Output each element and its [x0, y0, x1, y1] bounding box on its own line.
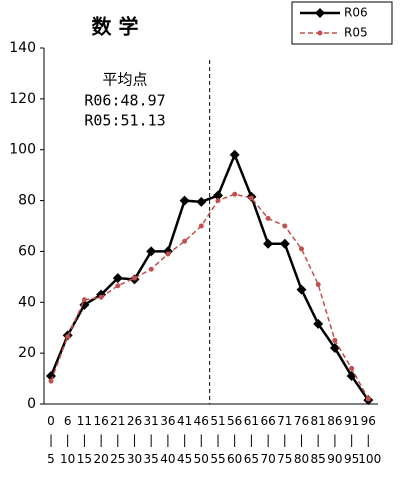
point [98, 294, 104, 300]
point [265, 215, 271, 221]
legend-label: R06 [344, 6, 368, 20]
point [299, 246, 304, 252]
y-tick-label: 20 [18, 345, 36, 361]
y-tick-label: 40 [18, 294, 36, 310]
x-tick-label: 6 | 10 [60, 414, 76, 466]
point [315, 281, 321, 287]
x-tick-label: 21 | 25 [110, 414, 126, 466]
point [248, 195, 254, 201]
legend-box [291, 1, 393, 45]
point [232, 191, 238, 197]
point [112, 273, 123, 284]
x-tick-label: 41 | 45 [176, 414, 193, 466]
point [346, 371, 357, 382]
x-tick-label: 46 | 50 [193, 414, 209, 466]
point [349, 365, 355, 371]
point [165, 251, 171, 257]
x-tick-label: 71 | 75 [277, 414, 293, 466]
y-tick-label: 60 [18, 243, 36, 259]
x-tick-label: 31 | 35 [143, 414, 159, 466]
x-tick-label: 0 | 5 [47, 414, 55, 466]
x-tick-label: 81 | 85 [310, 414, 326, 466]
point [65, 334, 71, 340]
point [48, 378, 54, 384]
point [263, 238, 274, 249]
x-tick-label: 86 | 90 [327, 414, 343, 466]
legend-marker [315, 8, 325, 18]
point [179, 195, 190, 206]
series-line [50, 193, 369, 400]
x-tick-label: 26 | 30 [126, 414, 143, 466]
x-tick-label: 56 | 60 [227, 414, 243, 466]
point [96, 289, 107, 300]
point [182, 238, 188, 244]
y-tick-label: 140 [9, 40, 36, 56]
point [81, 297, 87, 303]
annotation: R06:48.97 [84, 92, 165, 110]
point [146, 246, 157, 257]
point [365, 396, 371, 402]
point [132, 275, 137, 281]
x-tick-label: 96 | 100 [358, 414, 382, 466]
point [196, 196, 207, 207]
point [332, 337, 338, 343]
series-line [49, 151, 370, 401]
point [229, 149, 240, 160]
point [329, 343, 340, 354]
y-tick-label: 100 [9, 142, 36, 158]
y-tick-label: 0 [27, 396, 36, 412]
annotation: 平均点 [102, 71, 147, 89]
x-tick-label: 51 | 55 [210, 414, 226, 466]
point [46, 371, 56, 382]
y-tick-label: 120 [9, 91, 36, 107]
x-tick-label: 61 | 65 [243, 414, 260, 466]
y-tick-label: 80 [18, 193, 36, 209]
legend-label: R05 [344, 26, 368, 40]
x-tick-label: 66 | 70 [260, 414, 276, 466]
x-tick-label: 36 | 40 [160, 414, 176, 466]
legend-marker [317, 30, 323, 36]
point [162, 246, 173, 257]
point [215, 198, 221, 204]
x-tick-label: 91 | 95 [343, 414, 360, 466]
point [198, 223, 204, 229]
point [282, 223, 288, 229]
chart-title: 数 学 [92, 15, 139, 39]
point [115, 283, 121, 289]
x-tick-label: 11 | 15 [76, 414, 93, 466]
point [279, 238, 290, 249]
point [313, 318, 324, 329]
x-tick-label: 76 | 80 [293, 414, 310, 466]
point [213, 190, 223, 201]
point [296, 284, 307, 295]
annotation: R05:51.13 [84, 112, 165, 130]
x-tick-label: 16 | 20 [93, 414, 109, 466]
point [148, 266, 154, 272]
point [79, 299, 90, 310]
